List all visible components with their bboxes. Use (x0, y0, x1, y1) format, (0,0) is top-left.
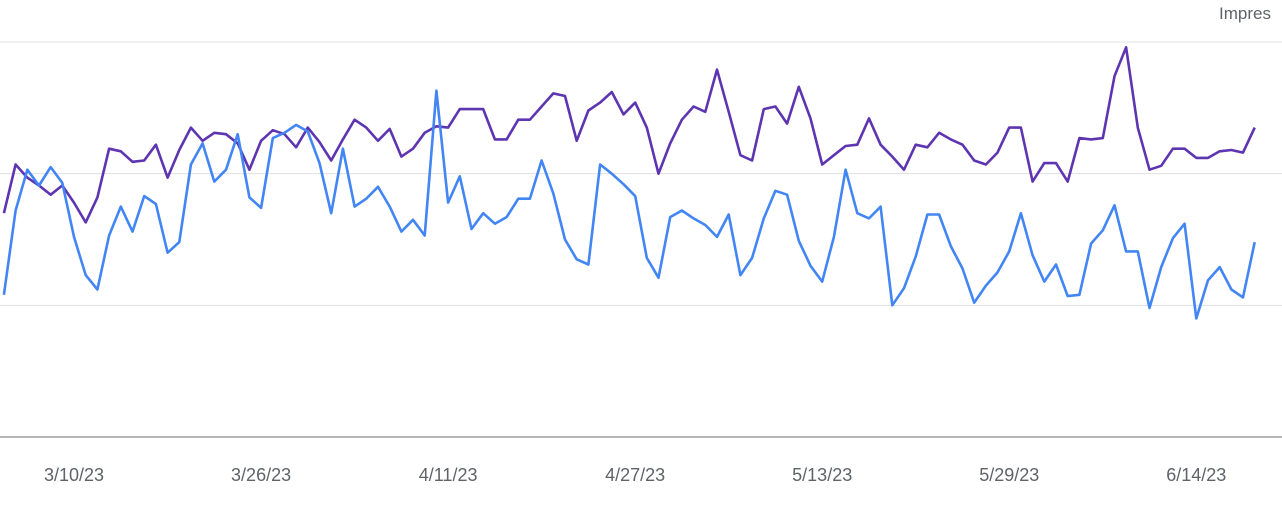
x-tick-label: 3/10/23 (44, 465, 104, 485)
series-line (2, 89, 1256, 320)
x-tick-label: 4/27/23 (605, 465, 665, 485)
x-tick-label: 5/29/23 (979, 465, 1039, 485)
x-tick-label: 4/11/23 (419, 465, 478, 485)
x-tick-label: 5/13/23 (792, 465, 852, 485)
series-line (2, 46, 1256, 224)
x-tick-label: 3/26/23 (231, 465, 291, 485)
header-label: Impres (1219, 4, 1271, 23)
x-tick-label: 6/14/23 (1166, 465, 1226, 485)
